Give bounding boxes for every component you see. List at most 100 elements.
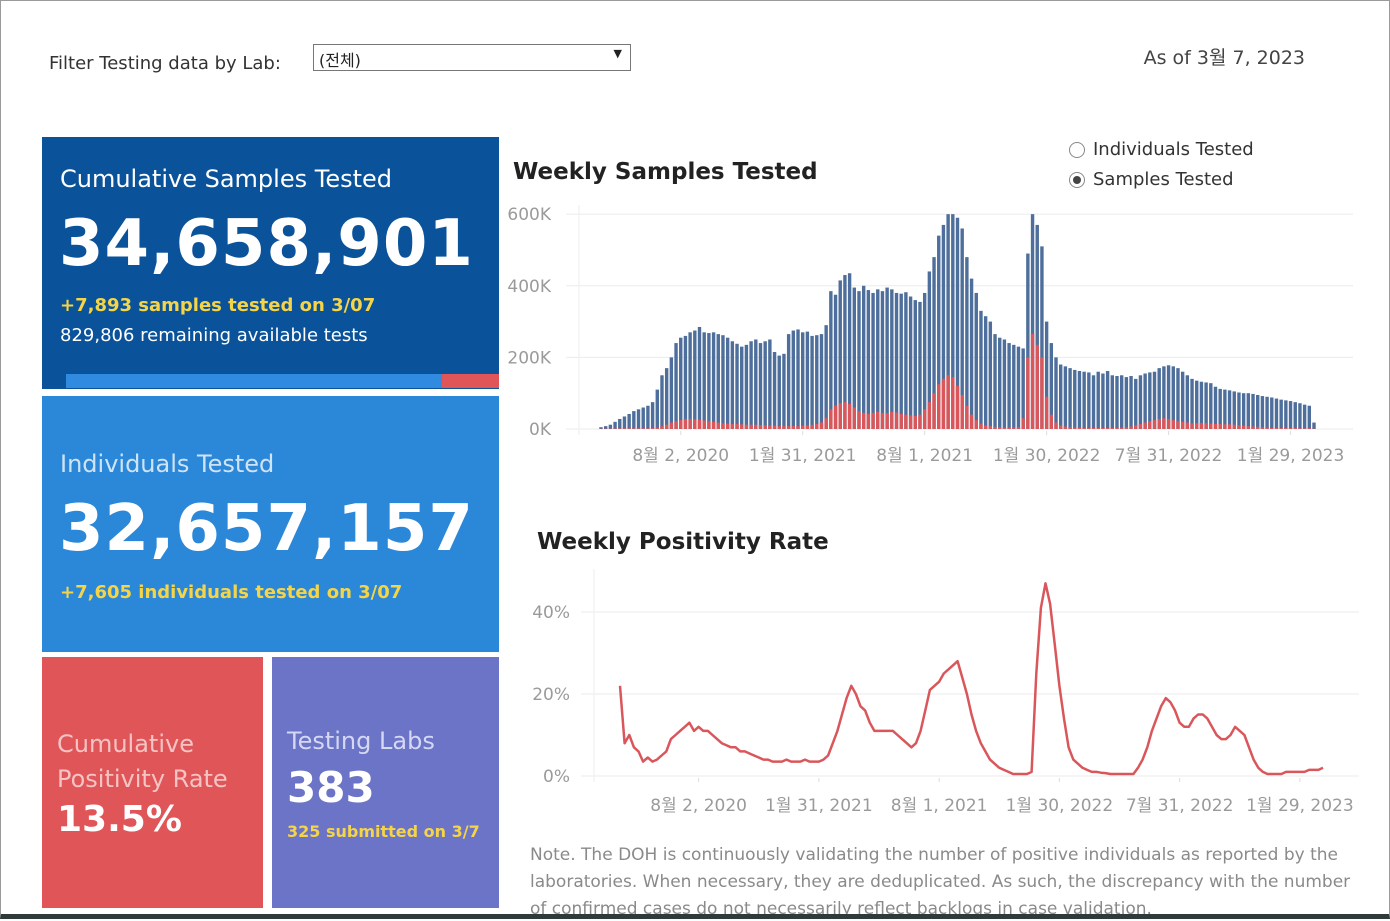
bar — [1213, 386, 1218, 429]
bar — [786, 426, 791, 429]
bar — [829, 409, 833, 429]
bar — [1082, 427, 1086, 429]
bar — [1176, 368, 1180, 429]
x-tick-label: 1월 29, 2023 — [1237, 446, 1345, 466]
radio-option[interactable]: Samples Tested — [1069, 169, 1234, 190]
bar — [866, 290, 871, 429]
bar — [1195, 423, 1199, 429]
x-tick-label: 8월 1, 2021 — [891, 796, 988, 816]
bar — [1284, 427, 1288, 429]
bar — [1270, 427, 1274, 429]
bar — [1251, 393, 1255, 429]
bar — [758, 425, 763, 429]
bar — [1298, 428, 1302, 429]
bar — [1256, 394, 1260, 429]
bar — [1030, 334, 1035, 429]
bar — [1134, 425, 1138, 429]
bar — [1073, 369, 1077, 429]
bar — [1166, 418, 1171, 429]
bar — [782, 353, 786, 429]
bar — [890, 411, 894, 429]
bar — [805, 331, 810, 429]
x-tick-label: 7월 31, 2022 — [1115, 446, 1223, 466]
bar — [683, 335, 688, 429]
bar — [1096, 371, 1100, 429]
bar — [1166, 365, 1171, 429]
bar — [1073, 427, 1077, 429]
bar — [730, 423, 735, 429]
bar — [1007, 343, 1011, 429]
x-tick-label: 8월 2, 2020 — [632, 446, 729, 466]
bar — [1044, 396, 1049, 429]
bar — [740, 424, 744, 429]
x-tick-label: 1월 29, 2023 — [1246, 796, 1354, 816]
bar — [1270, 397, 1274, 429]
bar — [955, 386, 960, 429]
bar — [674, 421, 678, 429]
radio-dot — [1069, 171, 1085, 188]
bar — [913, 300, 917, 429]
bar — [711, 421, 716, 429]
bar — [1302, 428, 1307, 429]
bar — [1068, 368, 1072, 429]
bar — [1040, 246, 1044, 429]
bar — [824, 418, 828, 429]
radio-dot — [1069, 141, 1085, 158]
bar — [1077, 427, 1082, 429]
bar — [861, 285, 866, 429]
bar — [669, 357, 674, 429]
bar — [1049, 343, 1054, 429]
x-tick-label: 7월 31, 2022 — [1126, 796, 1234, 816]
bar — [725, 423, 730, 429]
bar — [899, 413, 903, 429]
bar — [1002, 427, 1007, 429]
bar — [918, 414, 922, 429]
radio-label: Samples Tested — [1093, 169, 1234, 190]
bar — [599, 427, 603, 429]
bar — [908, 296, 913, 429]
card-value: 383 — [287, 763, 375, 812]
bar — [810, 424, 814, 429]
bar — [1068, 427, 1072, 429]
bar — [843, 275, 847, 429]
lab-dropdown[interactable]: (전체) ▼ — [313, 44, 631, 71]
bar — [697, 326, 702, 429]
bar — [829, 291, 833, 429]
card-note: 829,806 remaining available tests — [60, 325, 368, 346]
bar — [697, 419, 702, 429]
bar — [688, 418, 692, 429]
x-tick-label: 1월 30, 2022 — [993, 446, 1101, 466]
bar — [871, 292, 875, 429]
radio-option[interactable]: Individuals Tested — [1069, 139, 1254, 160]
bar — [988, 426, 993, 429]
bar — [1035, 344, 1039, 429]
bar — [1237, 425, 1241, 429]
bar — [721, 423, 725, 429]
bar — [852, 407, 857, 429]
bar — [622, 428, 627, 429]
bar — [1195, 380, 1199, 429]
x-tick-label: 1월 31, 2021 — [749, 446, 857, 466]
bar — [660, 375, 664, 429]
bar — [716, 334, 720, 429]
bar — [1279, 399, 1283, 429]
bar — [965, 405, 969, 429]
charts: Weekly Samples Tested 0K 200K 400K 600K 8월 2,… — [507, 159, 1359, 816]
bar — [618, 418, 622, 429]
bar — [1274, 398, 1279, 429]
bar — [1007, 427, 1011, 429]
y-tick-label: 20% — [532, 685, 570, 705]
footnote: Note. The DOH is continuously validating… — [530, 845, 1351, 914]
bar — [969, 414, 974, 429]
bar — [1176, 421, 1180, 429]
bar — [1209, 423, 1213, 429]
bar — [946, 214, 950, 429]
bar — [885, 287, 889, 429]
bar — [782, 426, 786, 429]
card-value: 13.5% — [57, 799, 182, 840]
bar — [674, 343, 678, 429]
bar — [974, 292, 978, 429]
bar — [1157, 418, 1161, 429]
card-title: Cumulative Samples Tested — [60, 165, 392, 193]
